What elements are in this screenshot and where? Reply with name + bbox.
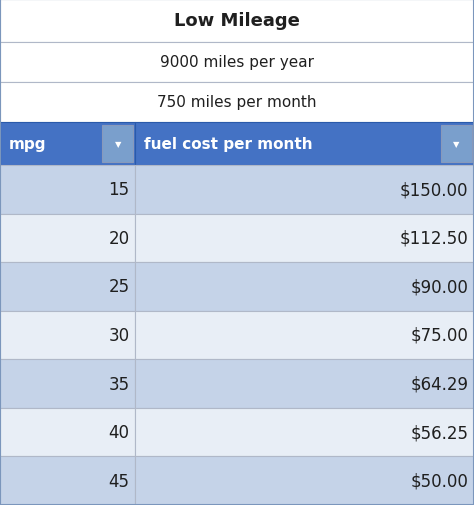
Text: 25: 25 bbox=[108, 278, 129, 296]
Bar bbox=[135, 214, 474, 263]
Text: fuel cost per month: fuel cost per month bbox=[144, 137, 312, 152]
Bar bbox=[0, 408, 135, 457]
Bar bbox=[0, 43, 474, 83]
Text: ▼: ▼ bbox=[454, 140, 460, 148]
Bar bbox=[0, 311, 135, 360]
Bar bbox=[102, 126, 133, 163]
Bar bbox=[135, 408, 474, 457]
Text: mpg: mpg bbox=[9, 137, 46, 152]
Text: 40: 40 bbox=[109, 423, 129, 441]
Text: $56.25: $56.25 bbox=[410, 423, 468, 441]
Bar bbox=[135, 166, 474, 214]
Bar bbox=[135, 311, 474, 360]
Bar bbox=[0, 166, 135, 214]
Text: ▼: ▼ bbox=[115, 140, 121, 148]
Text: $50.00: $50.00 bbox=[410, 472, 468, 490]
Bar bbox=[0, 123, 135, 166]
Text: 750 miles per month: 750 miles per month bbox=[157, 95, 317, 110]
Bar bbox=[0, 214, 135, 263]
Text: 15: 15 bbox=[108, 181, 129, 199]
Bar bbox=[0, 263, 135, 311]
Text: 30: 30 bbox=[108, 326, 129, 344]
Text: $90.00: $90.00 bbox=[410, 278, 468, 296]
Bar bbox=[135, 263, 474, 311]
Text: $75.00: $75.00 bbox=[410, 326, 468, 344]
Text: $64.29: $64.29 bbox=[410, 375, 468, 393]
Bar bbox=[135, 123, 474, 166]
Bar bbox=[0, 360, 135, 408]
Text: Low Mileage: Low Mileage bbox=[174, 13, 300, 30]
Text: 20: 20 bbox=[108, 229, 129, 247]
Bar bbox=[0, 0, 474, 43]
Bar bbox=[0, 457, 135, 505]
Bar bbox=[135, 360, 474, 408]
Text: 35: 35 bbox=[108, 375, 129, 393]
Text: 45: 45 bbox=[109, 472, 129, 490]
Text: $112.50: $112.50 bbox=[400, 229, 468, 247]
Text: 9000 miles per year: 9000 miles per year bbox=[160, 56, 314, 70]
Bar bbox=[0, 83, 474, 123]
Text: $150.00: $150.00 bbox=[400, 181, 468, 199]
Bar bbox=[441, 126, 472, 163]
Bar bbox=[135, 457, 474, 505]
